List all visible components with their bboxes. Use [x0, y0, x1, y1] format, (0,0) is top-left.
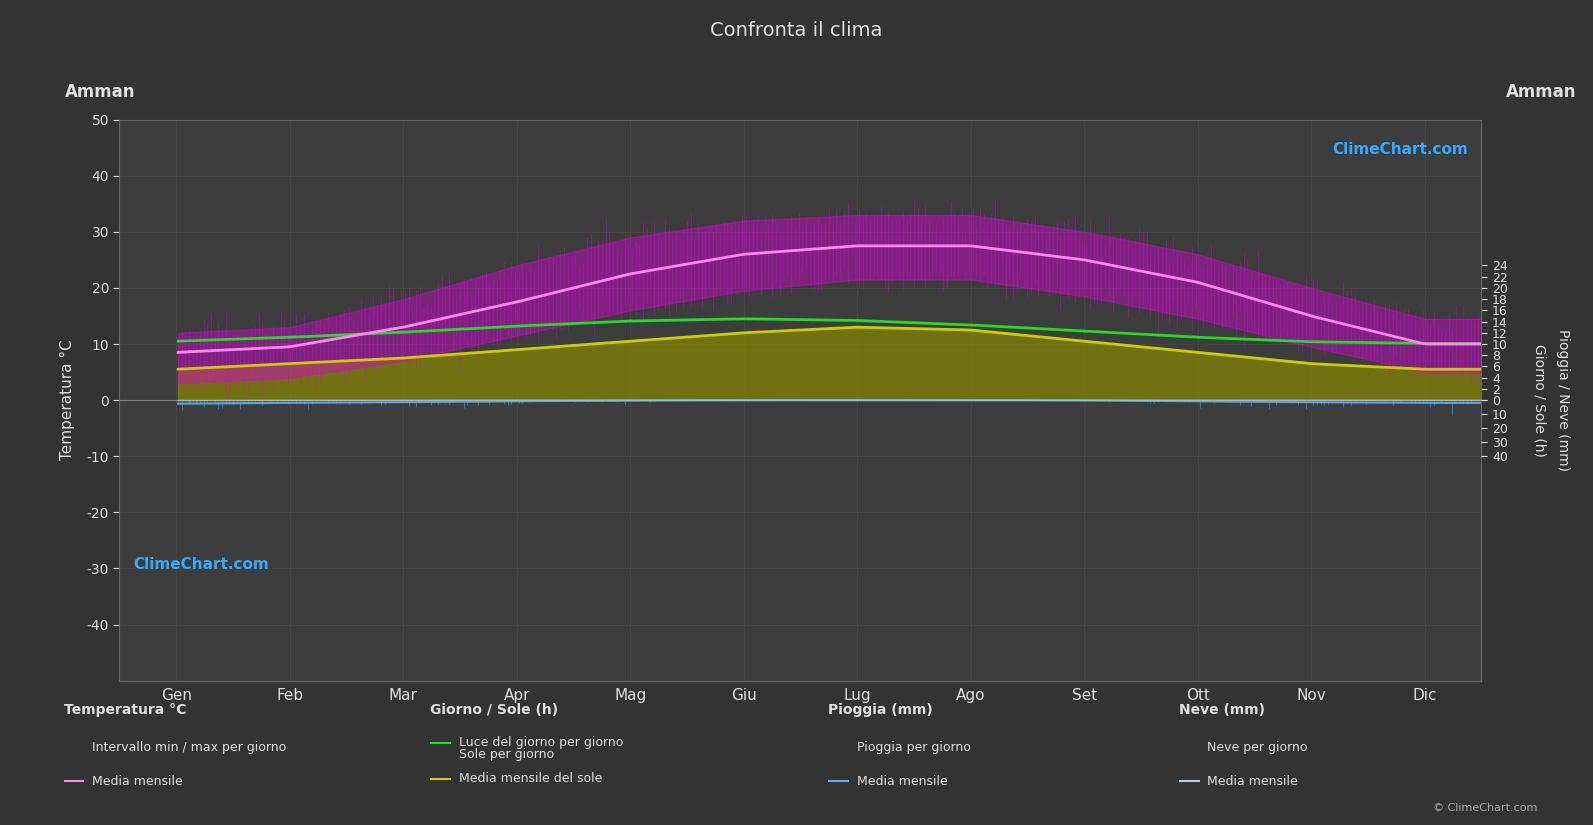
Y-axis label: Pioggia / Neve (mm): Pioggia / Neve (mm) — [1556, 329, 1571, 471]
Text: Media mensile: Media mensile — [92, 775, 183, 788]
Text: Neve (mm): Neve (mm) — [1179, 703, 1265, 717]
Text: ClimeChart.com: ClimeChart.com — [134, 557, 269, 573]
Text: Luce del giorno per giorno: Luce del giorno per giorno — [459, 736, 623, 749]
Text: Sole per giorno: Sole per giorno — [459, 748, 554, 761]
Y-axis label: Temperatura °C: Temperatura °C — [61, 340, 75, 460]
Text: Media mensile del sole: Media mensile del sole — [459, 772, 602, 785]
Text: Pioggia (mm): Pioggia (mm) — [828, 703, 933, 717]
Text: Amman: Amman — [1507, 83, 1577, 101]
Text: Pioggia per giorno: Pioggia per giorno — [857, 741, 970, 754]
Text: Giorno / Sole (h): Giorno / Sole (h) — [430, 703, 558, 717]
Text: Intervallo min / max per giorno: Intervallo min / max per giorno — [92, 741, 287, 754]
Text: Confronta il clima: Confronta il clima — [710, 21, 883, 40]
Text: Media mensile: Media mensile — [857, 775, 948, 788]
Y-axis label: Giorno / Sole (h): Giorno / Sole (h) — [1532, 344, 1547, 456]
Text: ClimeChart.com: ClimeChart.com — [1332, 142, 1467, 157]
Text: © ClimeChart.com: © ClimeChart.com — [1432, 803, 1537, 813]
Text: Temperatura °C: Temperatura °C — [64, 703, 186, 717]
Text: Amman: Amman — [65, 83, 135, 101]
Text: Neve per giorno: Neve per giorno — [1207, 741, 1308, 754]
Text: Media mensile: Media mensile — [1207, 775, 1298, 788]
